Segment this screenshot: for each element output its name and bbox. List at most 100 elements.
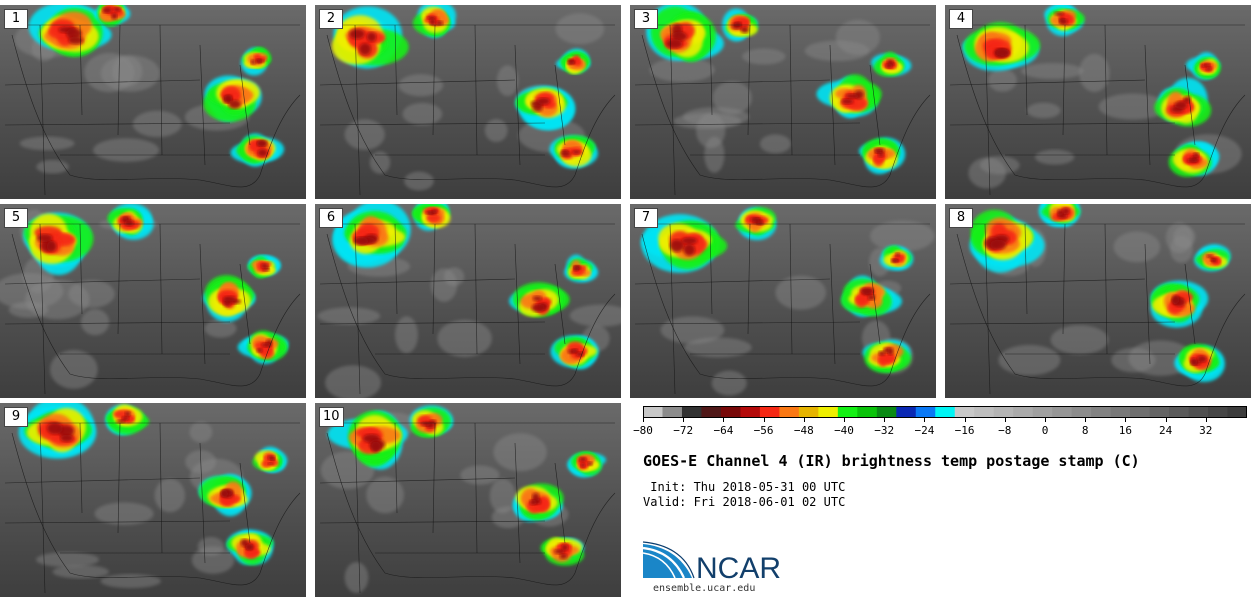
map-boundary-line (1184, 263, 1196, 345)
cloud-cluster (66, 28, 82, 40)
haze-patch (404, 171, 434, 191)
colorbar-swatch (1071, 406, 1092, 418)
cloud-cluster (878, 350, 886, 356)
colorbar-tick-label: −40 (834, 424, 854, 437)
panel-number: 1 (4, 9, 28, 29)
map-boundary-line (319, 122, 546, 126)
cloud-cluster (572, 150, 581, 155)
cloud-cluster (561, 544, 569, 551)
map-boundary-line (956, 34, 1246, 188)
cloud-cluster (421, 421, 432, 427)
map-boundary-line (829, 44, 836, 166)
cloud-cluster (1174, 101, 1188, 109)
map-boundary-line (117, 422, 121, 534)
cloud-cluster (425, 210, 434, 215)
ir-map-image (630, 5, 936, 199)
ir-map-image (630, 204, 936, 398)
map-boundary-line (199, 243, 206, 365)
map-boundary-line (11, 233, 301, 387)
map-boundary-line (159, 223, 163, 355)
map-boundary-line (1184, 64, 1196, 146)
cloud-cluster (567, 58, 574, 62)
colorbar-tick-mark (763, 418, 765, 422)
map-boundary-line (747, 223, 751, 335)
haze-patch (988, 68, 1017, 92)
map-boundary-line (669, 24, 676, 196)
colorbar-swatch (818, 406, 839, 418)
cloud-cluster (740, 26, 750, 34)
colorbar-swatch (974, 406, 995, 418)
cloud-cluster (68, 36, 84, 45)
cloud-cluster (261, 460, 271, 468)
map-boundary-line (709, 24, 713, 116)
cloud-cluster (554, 549, 565, 555)
map-boundary-line (319, 79, 516, 86)
haze-patch (443, 267, 465, 286)
haze-patch (0, 272, 64, 310)
colorbar-tick-label: −64 (713, 424, 734, 437)
map-boundary-line (747, 24, 751, 136)
ir-map-image (945, 5, 1251, 199)
stamp-panel-10: 10 (315, 403, 621, 597)
map-boundary-line (117, 24, 121, 136)
colorbar-swatch (857, 406, 878, 418)
colorbar-tick-label: −72 (673, 424, 694, 437)
map-boundary-line (1062, 24, 1066, 136)
haze-patch (555, 13, 605, 45)
map-boundary-line (4, 321, 231, 325)
colorbar-tick-mark (1125, 418, 1127, 422)
stamp-panel-5: 5 (0, 204, 306, 398)
haze-patch (100, 574, 161, 589)
colorbar-tick-mark (1045, 418, 1046, 422)
map-boundary-line (432, 223, 436, 335)
colorbar-tick-label: −56 (753, 424, 774, 437)
cloud-cluster (46, 240, 57, 252)
colorbar-swatch (740, 406, 761, 418)
ir-map-image (0, 403, 306, 597)
panel-number: 8 (949, 208, 973, 228)
cloud-cluster (224, 94, 233, 103)
colorbar-swatch (759, 406, 780, 418)
cloud-cluster (113, 410, 129, 418)
ir-map-image (945, 204, 1251, 398)
cloud-cluster (256, 348, 263, 353)
cloud-cluster (111, 12, 118, 20)
colorbar-tick-label: 16 (1118, 424, 1133, 437)
cloud-cluster (841, 98, 854, 105)
haze-patch (398, 74, 444, 97)
cloud-cluster (60, 434, 74, 442)
haze-patch (484, 119, 508, 142)
cloud-cluster (1062, 207, 1070, 215)
colorbar-swatch (915, 406, 936, 418)
haze-patch (8, 301, 49, 318)
cloud-cluster (250, 59, 256, 65)
website-link[interactable]: ensemble.ucar.edu (653, 583, 756, 594)
ir-map-image (0, 204, 306, 398)
cloud-cluster (885, 63, 893, 69)
map-boundary-line (554, 263, 566, 345)
map-boundary-line (634, 122, 861, 126)
colorbar-tick-mark (1085, 418, 1087, 422)
map-boundary-line (1062, 223, 1066, 335)
stamp-panel-8: 8 (945, 204, 1251, 398)
cloud-cluster (429, 18, 436, 26)
map-boundary-line (474, 223, 478, 355)
map-boundary-line (394, 24, 398, 116)
map-boundary-line (79, 422, 83, 514)
map-boundary-line (354, 422, 361, 594)
cloud-cluster (579, 456, 587, 462)
cloud-cluster (877, 151, 884, 158)
map-boundary-line (1024, 223, 1028, 315)
cloud-cluster (366, 32, 377, 42)
colorbar-tick-mark (1205, 418, 1207, 422)
cloud-cluster (349, 28, 365, 40)
colorbar-swatch (798, 406, 819, 418)
cloud-cluster (990, 239, 1007, 250)
cloud-cluster (359, 43, 371, 56)
cloud-cluster (1172, 294, 1180, 305)
haze-patch (460, 465, 500, 485)
map-boundary-line (641, 34, 931, 188)
map-boundary-line (634, 278, 831, 285)
colorbar-tick-mark (884, 418, 886, 422)
panel-number: 2 (319, 9, 343, 29)
